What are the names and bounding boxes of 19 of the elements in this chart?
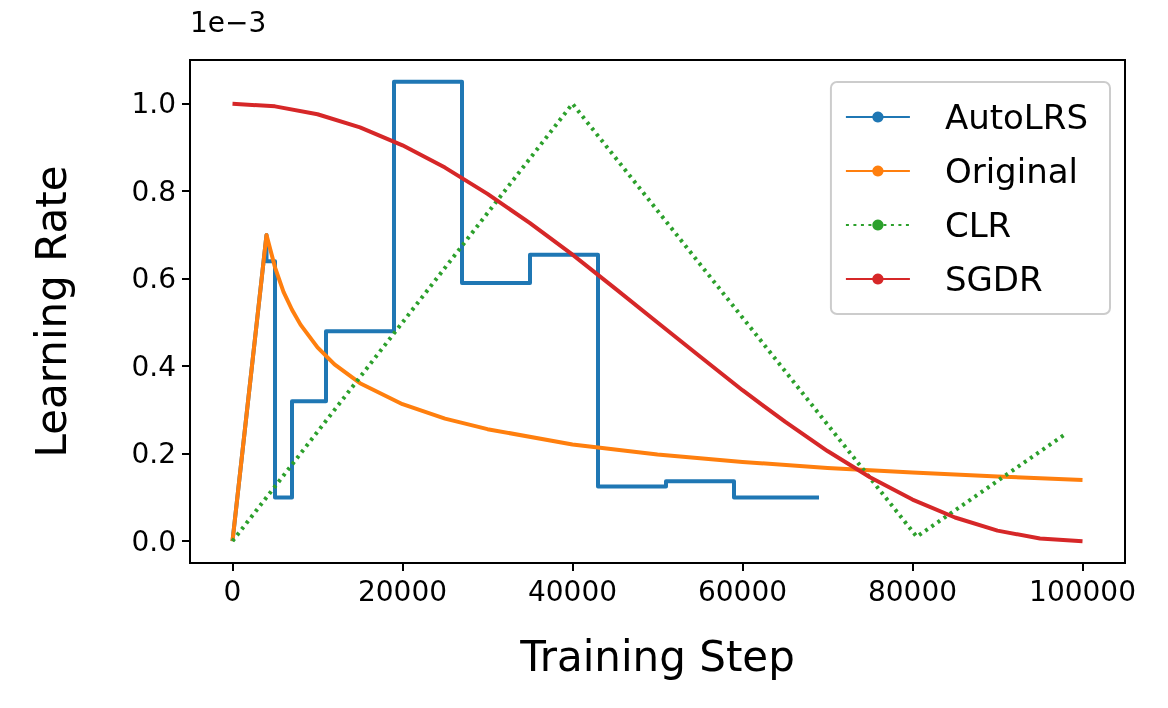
legend-label: AutoLRS	[944, 97, 1088, 137]
x-tick-label: 100000	[1029, 574, 1136, 608]
text: 1e−3	[190, 5, 267, 39]
y-tick-label: 0.8	[131, 174, 176, 208]
y-tick-label: 0.6	[131, 262, 176, 296]
x-tick-label: 60000	[697, 574, 788, 608]
x-tick-label: 20000	[357, 574, 448, 608]
y-axis-title: Learning Rate	[26, 165, 76, 458]
x-tick-label: 80000	[867, 574, 958, 608]
legend-label: SGDR	[944, 259, 1043, 299]
y-tick-label: 0.4	[131, 349, 176, 383]
x-tick-label: 0	[223, 574, 242, 608]
legend-label: Original	[944, 151, 1078, 191]
x-axis-title: Training Step	[519, 631, 795, 681]
y-tick-label: 1.0	[131, 87, 176, 121]
legend-label: CLR	[944, 205, 1012, 245]
y-tick-label: 0.0	[131, 524, 176, 558]
x-tick-label: 40000	[527, 574, 618, 608]
y-tick-label: 0.2	[131, 437, 176, 471]
